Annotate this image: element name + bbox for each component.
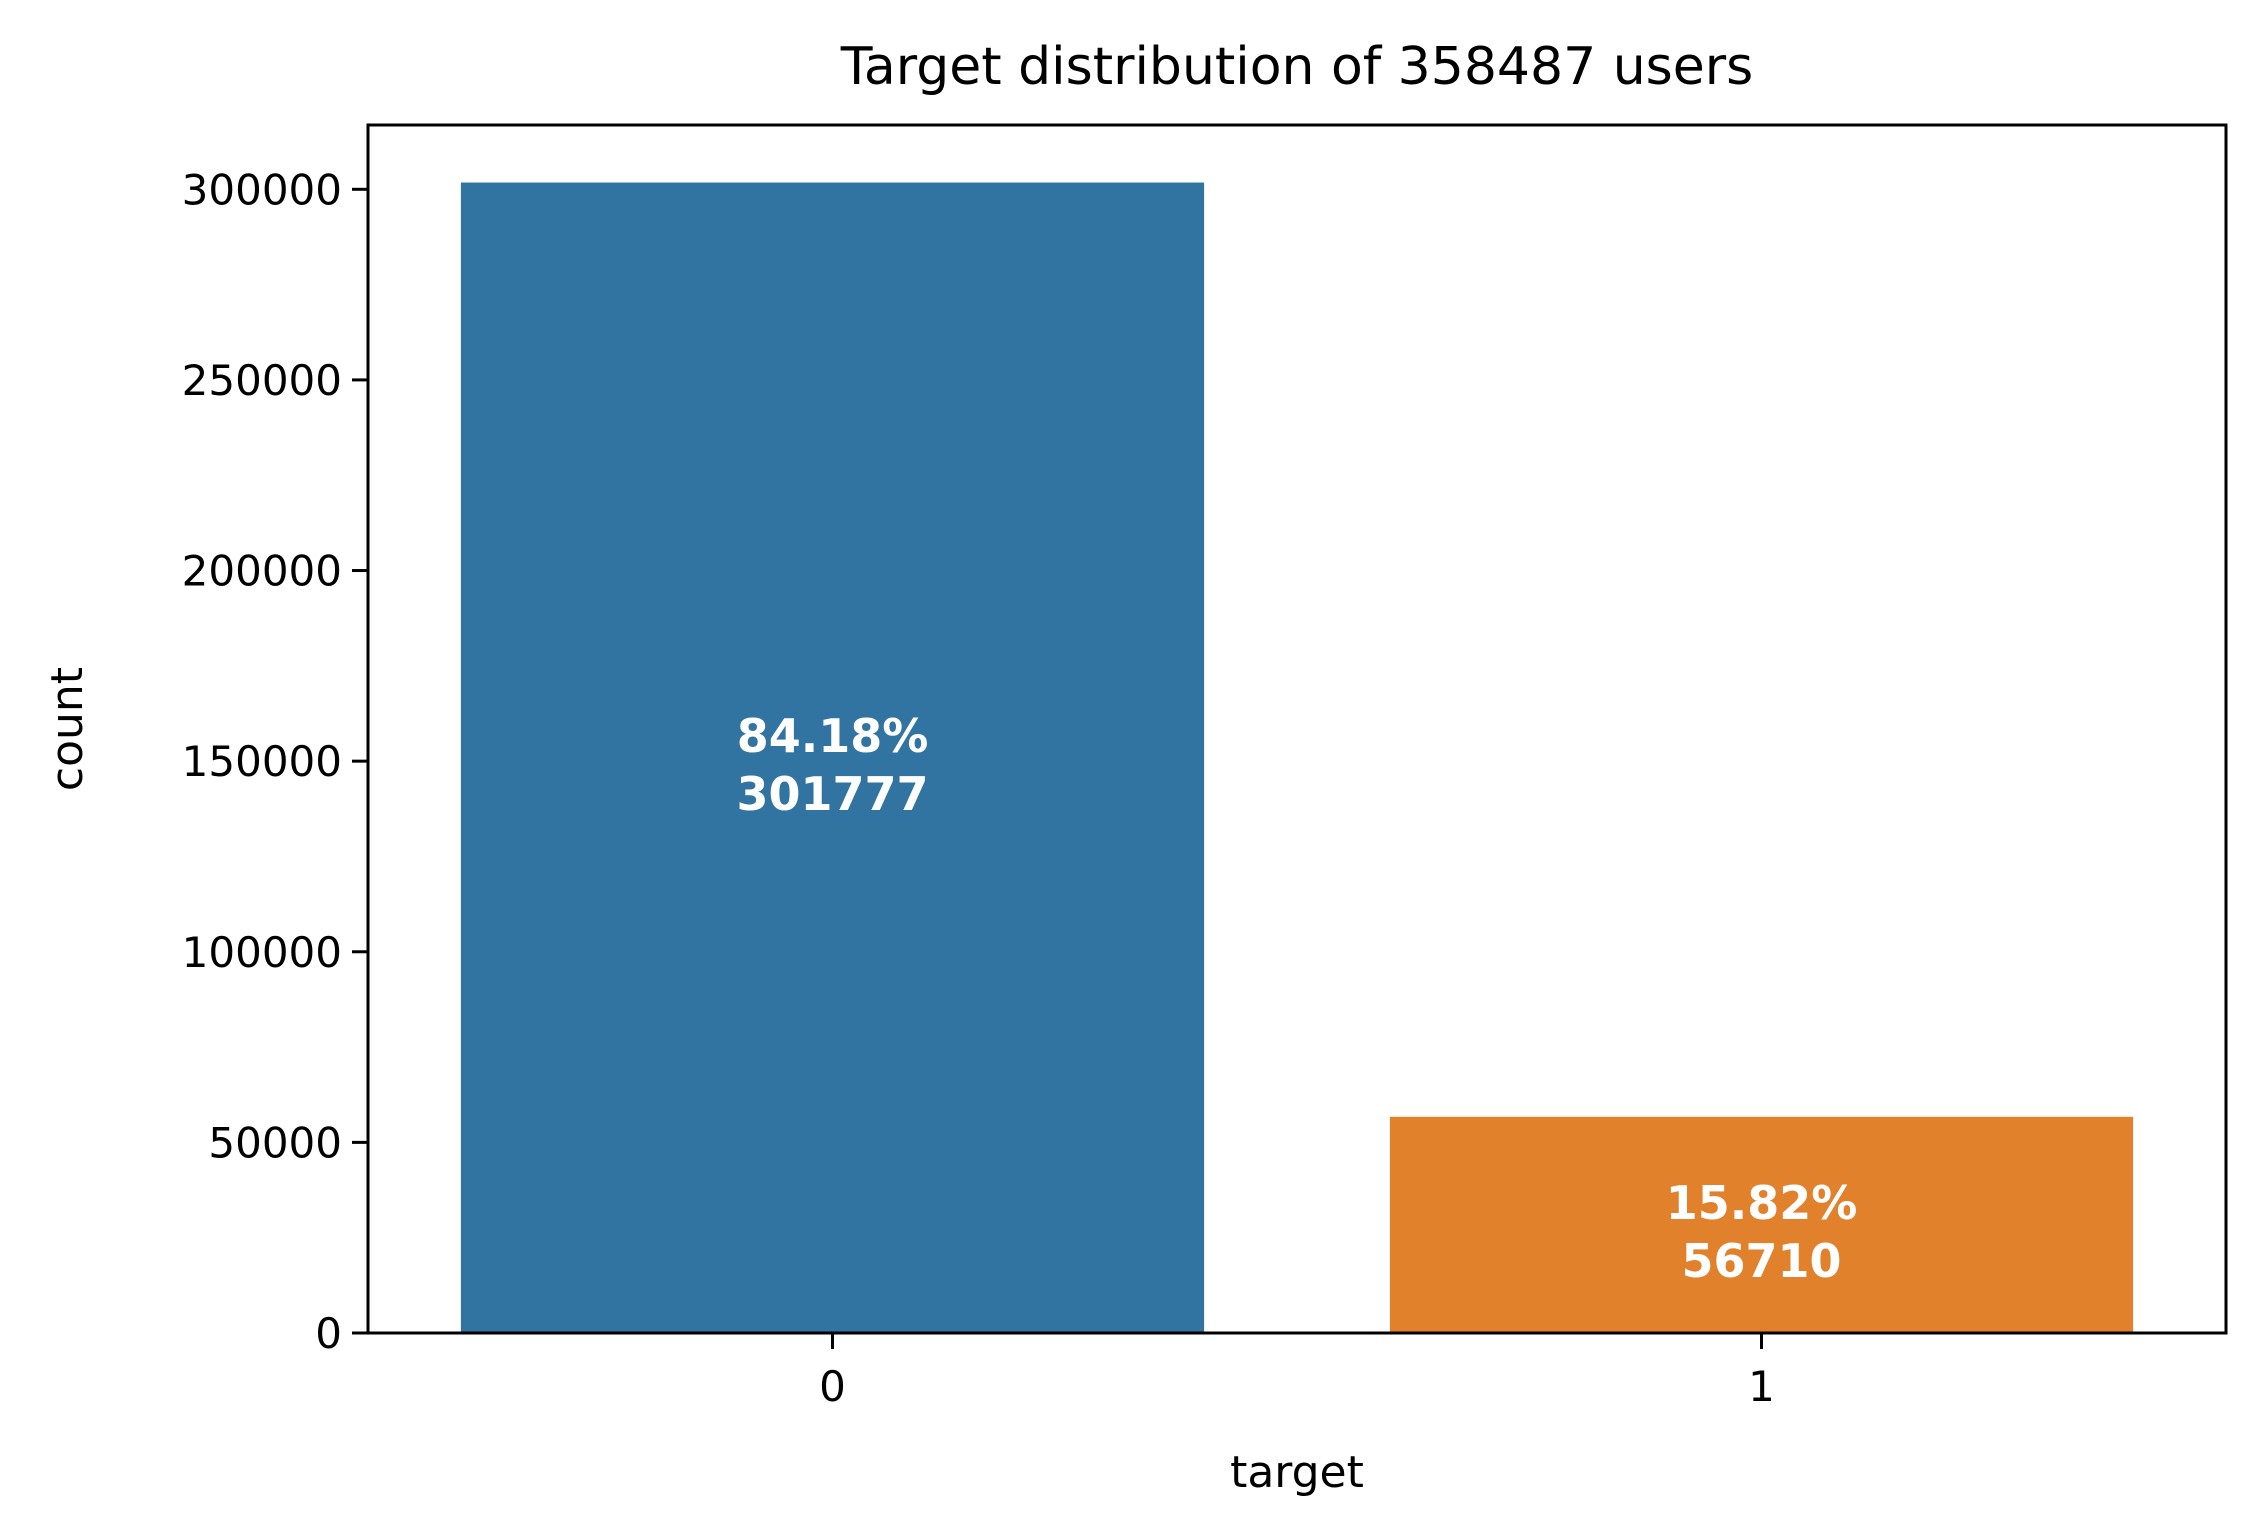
x-tick-label-0: 0 [819, 1362, 846, 1411]
bar-label-count-1: 56710 [1681, 1234, 1841, 1288]
bar-label-percent-0: 84.18% [737, 709, 929, 763]
chart-title: Target distribution of 358487 users [840, 37, 1753, 97]
y-tick-label-300000: 300000 [182, 165, 342, 214]
y-tick-label-0: 0 [315, 1309, 342, 1358]
y-axis: 0 50000 100000 150000 200000 250000 300000 [182, 165, 368, 1358]
y-tick-label-200000: 200000 [182, 547, 342, 596]
x-tick-label-1: 1 [1748, 1362, 1775, 1411]
bar-labels-layer: 84.18%301777 15.82%56710 [736, 709, 1857, 1288]
y-tick-label-250000: 250000 [182, 356, 342, 405]
bar-label-percent-1: 15.82% [1666, 1176, 1858, 1230]
x-axis-label: target [1230, 1447, 1364, 1498]
bar-1 [1389, 1116, 2134, 1333]
y-tick-label-50000: 50000 [208, 1118, 342, 1167]
bar-label-count-0: 301777 [736, 767, 928, 821]
bars-layer [460, 182, 2134, 1333]
y-axis-label: count [42, 667, 93, 791]
plot-frame [366, 123, 2228, 1335]
y-tick-label-150000: 150000 [182, 737, 342, 786]
bar-0 [460, 182, 1205, 1333]
y-tick-label-100000: 100000 [182, 928, 342, 977]
